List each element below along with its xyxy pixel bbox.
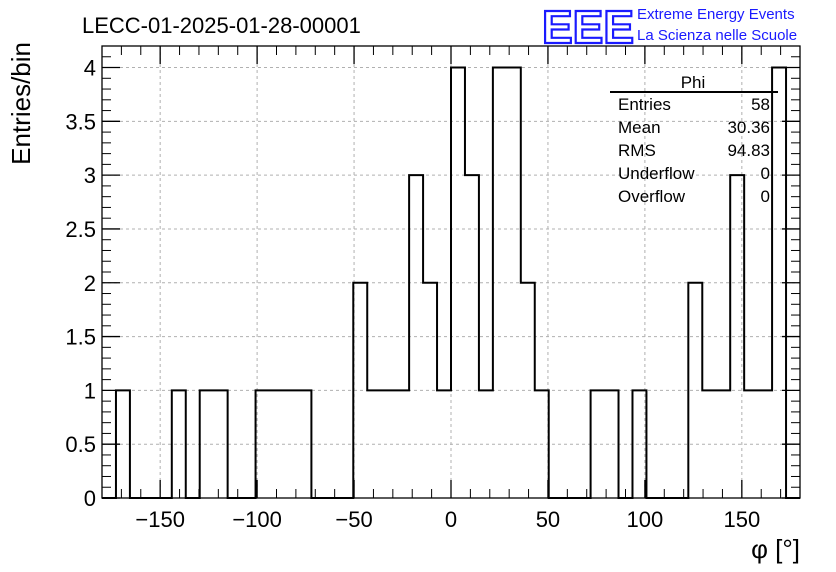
histogram-bin [730, 175, 744, 498]
y-tick-label: 2 [84, 271, 96, 296]
y-tick-label: 1 [84, 378, 96, 403]
histogram-bin [535, 390, 549, 498]
x-axis-label: φ [°] [751, 534, 800, 564]
eee-logo: EEE Extreme Energy Events La Scienza nel… [541, 0, 797, 54]
y-tick-label: 1.5 [65, 325, 96, 350]
histogram-bin [702, 390, 716, 498]
histogram-bars [102, 66, 800, 499]
histogram-bin [479, 390, 493, 498]
x-tick-label: −150 [135, 507, 185, 532]
x-tick-label: −50 [335, 507, 372, 532]
histogram-bin [507, 68, 521, 498]
stats-row-value: 0 [761, 164, 770, 183]
histogram-bin [605, 390, 619, 498]
eee-logo-mark: EEE [542, 1, 634, 53]
y-tick-label: 3 [84, 163, 96, 188]
histogram-bin [437, 390, 451, 498]
histogram-bin [493, 68, 507, 498]
y-tick-label: 4 [84, 56, 96, 81]
stats-row-label: Entries [618, 95, 671, 114]
histogram-bin [367, 390, 381, 498]
histogram-bin [297, 390, 311, 498]
histogram-bin [758, 390, 772, 498]
histogram-bin [591, 390, 605, 498]
y-axis-label: Entries/bin [6, 42, 36, 165]
y-tick-label: 0.5 [65, 432, 96, 457]
histogram-bin [395, 390, 409, 498]
histogram-bin [270, 390, 284, 498]
histogram-bin [423, 283, 437, 498]
axis-ticks: 0 0.5 1 1.5 2 2.5 3 3.5 4 −150 −100 −50 0 50 100 150 [65, 46, 800, 532]
x-tick-label: 150 [723, 507, 760, 532]
histogram-bin [353, 283, 367, 498]
x-tick-label: 0 [445, 507, 457, 532]
logo-line-2: La Scienza nelle Scuole [637, 27, 797, 44]
y-tick-label: 3.5 [65, 109, 96, 134]
histogram-bin [521, 283, 535, 498]
stats-row-label: Mean [618, 118, 661, 137]
histogram-outline [102, 66, 800, 499]
histogram-bin [451, 68, 465, 498]
logo-line-1: Extreme Energy Events [637, 6, 795, 23]
stats-row-label: RMS [618, 141, 656, 160]
histogram-bin [200, 390, 214, 498]
stats-rows: Entries 58 Mean 30.36 RMS 94.83 Underflow 0 Over… [618, 95, 770, 206]
x-tick-label: 50 [536, 507, 560, 532]
stats-row-label: Underflow [618, 164, 695, 183]
chart-title: LECC-01-2025-01-28-00001 [82, 13, 361, 38]
histogram-bin [172, 390, 186, 498]
stats-title: Phi [681, 73, 706, 92]
stats-row-value: 94.83 [727, 141, 770, 160]
histogram-bin [465, 175, 479, 498]
histogram-bin [744, 390, 758, 498]
stats-row-value: 58 [751, 95, 770, 114]
y-tick-label: 0 [84, 486, 96, 511]
histogram-bin [214, 390, 228, 498]
histogram-bin [716, 390, 730, 498]
stats-row-value: 30.36 [727, 118, 770, 137]
stats-row-label: Overflow [618, 187, 686, 206]
x-tick-label: −100 [232, 507, 282, 532]
stats-box: Phi Entries 58 Mean 30.36 RMS 94.83 Underflow 0… [610, 73, 778, 206]
y-tick-label: 2.5 [65, 217, 96, 242]
histogram-bin [381, 390, 395, 498]
stats-row-value: 0 [761, 187, 770, 206]
histogram-bin [283, 390, 297, 498]
histogram-bin [688, 283, 702, 498]
x-tick-label: 100 [627, 507, 664, 532]
histogram-bin [409, 175, 423, 498]
